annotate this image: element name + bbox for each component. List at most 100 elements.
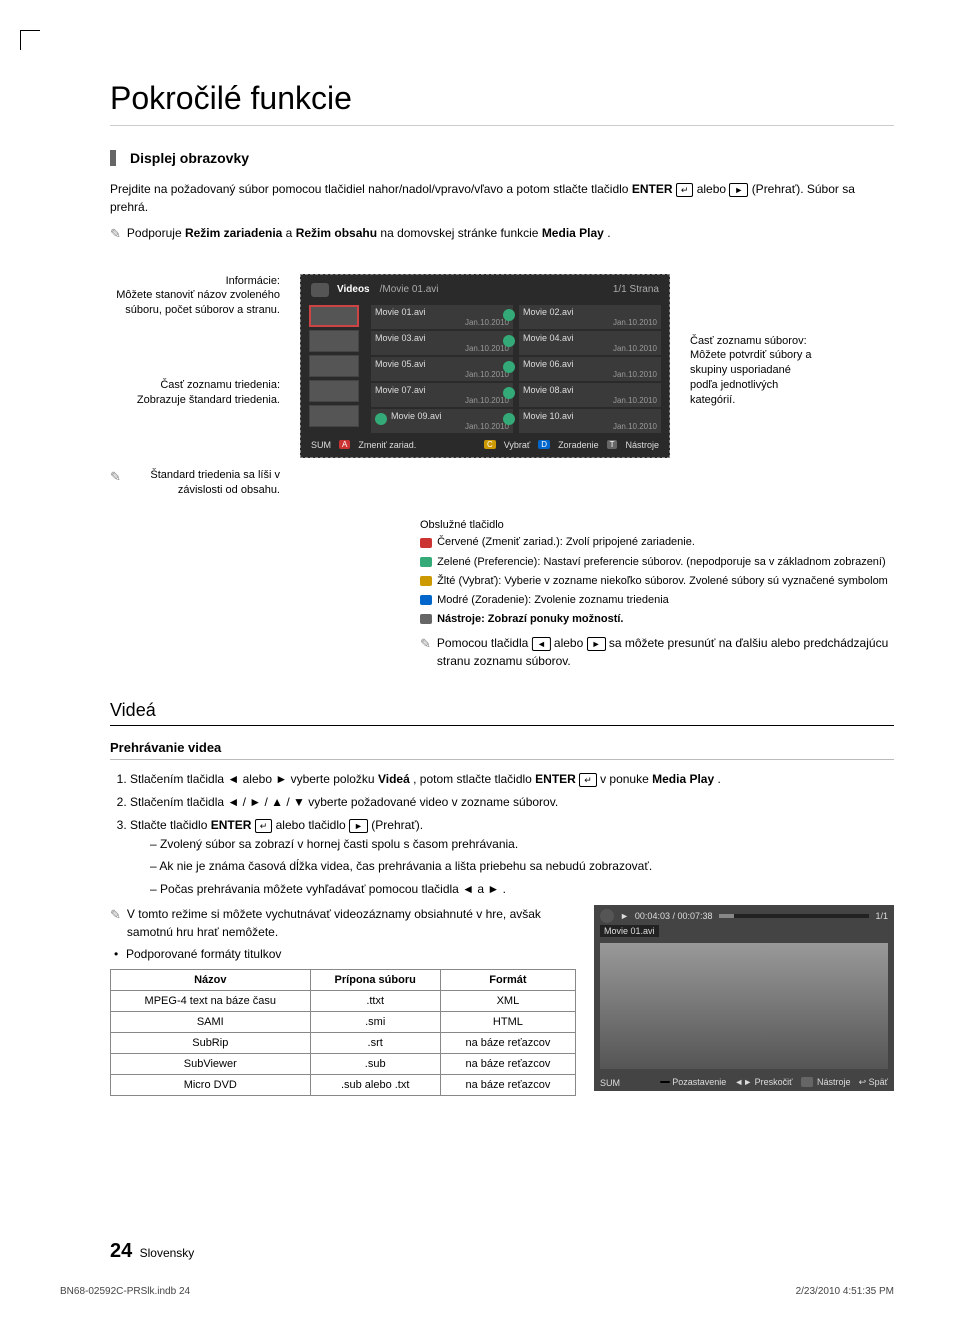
video-player-mock: ► 00:04:03 / 00:07:38 1/1 Movie 01.avi S… bbox=[594, 905, 894, 1091]
list-item: Movie 10.aviJan.10.2010 bbox=[519, 409, 661, 433]
screen-body: Movie 01.aviJan.10.2010 Movie 02.aviJan.… bbox=[305, 301, 665, 437]
screen-mock: Videos /Movie 01.avi 1/1 Strana Movie 01… bbox=[300, 274, 670, 458]
ln-b: alebo bbox=[554, 636, 587, 650]
main-title: Pokročilé funkcie bbox=[110, 80, 894, 117]
table-row: Micro DVD.sub alebo .txtna báze reťazcov bbox=[111, 1074, 576, 1095]
lower-flex: ✎ V tomto režime si môžete vychutnávať v… bbox=[110, 905, 894, 1096]
footer-left: BN68-02592C-PRSlk.indb 24 bbox=[60, 1286, 190, 1297]
dash-1: Zvolený súbor sa zobrazí v hornej časti … bbox=[150, 835, 894, 854]
thumb-strip bbox=[309, 305, 363, 433]
intro-a: Prejdite na požadovaný súbor pomocou tla… bbox=[110, 182, 632, 196]
note-2: ✎ V tomto režime si môžete vychutnávať v… bbox=[110, 905, 576, 941]
legend-yellow: Žlté (Vybrať): Vyberie v zozname niekoľk… bbox=[437, 575, 888, 587]
list-row: Movie 03.aviJan.10.2010 Movie 04.aviJan.… bbox=[371, 331, 661, 355]
play-state-icon: ► bbox=[620, 911, 629, 921]
videa-sub: Prehrávanie videa bbox=[110, 740, 894, 755]
h2-line bbox=[110, 725, 894, 726]
bullet-1: Podporované formáty titulkov bbox=[110, 947, 576, 961]
check-icon bbox=[503, 309, 515, 321]
play-icon bbox=[349, 819, 368, 833]
videa-heading: Videá bbox=[110, 700, 894, 721]
intro-b: alebo bbox=[697, 182, 730, 196]
title-underline bbox=[110, 125, 894, 126]
table-row: SAMI.smiHTML bbox=[111, 1011, 576, 1032]
n1f: Media Play bbox=[542, 226, 604, 240]
section-header: Displej obrazovky bbox=[110, 150, 894, 166]
tool-btn-icon bbox=[420, 614, 432, 624]
n1d: Režim obsahu bbox=[296, 226, 377, 240]
file-list: Movie 01.aviJan.10.2010 Movie 02.aviJan.… bbox=[371, 305, 661, 433]
btn-d: D bbox=[538, 440, 550, 449]
n1b: Režim zariadenia bbox=[185, 226, 282, 240]
dash-3: Počas prehrávania môžete vyhľadávať pomo… bbox=[150, 880, 894, 899]
h3-line bbox=[110, 759, 894, 760]
player-top: ► 00:04:03 / 00:07:38 1/1 bbox=[600, 909, 888, 923]
check-icon bbox=[503, 387, 515, 399]
footer-d: Zoradenie bbox=[558, 440, 599, 450]
list-row: Movie 09.aviJan.10.2010 Movie 10.aviJan.… bbox=[371, 409, 661, 433]
right-arrow: ► bbox=[275, 772, 287, 786]
crop-mark bbox=[20, 30, 40, 50]
list-item: Movie 01.aviJan.10.2010 bbox=[371, 305, 513, 329]
progress-bar bbox=[719, 914, 870, 918]
legend-blue: Modré (Zoradenie): Zvolenie zoznamu trie… bbox=[437, 594, 669, 606]
check-icon bbox=[503, 361, 515, 373]
subtitle-table: Názov Prípona súboru Formát MPEG-4 text … bbox=[110, 969, 576, 1096]
footer-right: 2/23/2010 4:51:35 PM bbox=[796, 1286, 894, 1297]
step-3: Stlačte tlačidlo ENTER alebo tlačidlo (P… bbox=[130, 816, 894, 899]
screen-page: 1/1 Strana bbox=[613, 284, 659, 295]
thumb bbox=[309, 355, 359, 377]
player-page: 1/1 bbox=[875, 911, 888, 921]
footer-a: Zmeniť zariad. bbox=[358, 440, 416, 450]
rew-icon bbox=[532, 637, 551, 651]
step-1: Stlačením tlačidla ◄ alebo ► vyberte pol… bbox=[130, 770, 894, 789]
list-row: Movie 01.aviJan.10.2010 Movie 02.aviJan.… bbox=[371, 305, 661, 329]
list-item: Movie 08.aviJan.10.2010 bbox=[519, 383, 661, 407]
sort-text: Zobrazuje štandard triedenia. bbox=[110, 393, 280, 408]
enter-icon bbox=[579, 773, 597, 787]
n1a: Podporuje bbox=[127, 226, 185, 240]
legend-tools: Nástroje: Zobrazí ponuky možností. bbox=[437, 613, 623, 625]
right-text: Môžete potvrdiť súbory a skupiny usporia… bbox=[690, 348, 820, 407]
screen-title: Videos bbox=[337, 284, 370, 295]
th-ext: Prípona súboru bbox=[310, 969, 440, 990]
play-icon bbox=[729, 183, 748, 197]
left-arrow: ◄ bbox=[227, 772, 239, 786]
screen-path: /Movie 01.avi bbox=[380, 284, 613, 295]
section-title: Displej obrazovky bbox=[130, 150, 249, 166]
player-bottom: Pozastavenie ◄► Preskočiť Nástroje ↩ Spä… bbox=[600, 1077, 888, 1088]
green-btn-icon bbox=[420, 557, 432, 567]
note-icon-3: ✎ bbox=[420, 634, 431, 654]
diagram-left-labels: Informácie: Môžete stanoviť názov zvolen… bbox=[110, 274, 280, 498]
th-name: Názov bbox=[111, 969, 311, 990]
list-item: Movie 06.aviJan.10.2010 bbox=[519, 357, 661, 381]
thumb bbox=[309, 305, 359, 327]
th-fmt: Formát bbox=[440, 969, 575, 990]
enter-icon bbox=[660, 1081, 670, 1083]
footer-t: Nástroje bbox=[625, 440, 659, 450]
list-item: Movie 02.aviJan.10.2010 bbox=[519, 305, 661, 329]
sort-title: Časť zoznamu triedenia: bbox=[110, 378, 280, 393]
blue-btn-icon bbox=[420, 595, 432, 605]
sum-label: SUM bbox=[311, 440, 331, 450]
list-item: Movie 05.aviJan.10.2010 bbox=[371, 357, 513, 381]
thumb bbox=[309, 330, 359, 352]
steps-list: Stlačením tlačidla ◄ alebo ► vyberte pol… bbox=[110, 770, 894, 899]
screen-footer: SUM A Zmeniť zariad. C Vybrať D Zoradeni… bbox=[305, 437, 665, 453]
info-title: Informácie: bbox=[110, 274, 280, 289]
lower-left: ✎ V tomto režime si môžete vychutnávať v… bbox=[110, 905, 576, 1096]
diagram-right-labels: Časť zoznamu súborov: Môžete potvrdiť sú… bbox=[670, 274, 820, 408]
check-icon bbox=[375, 413, 387, 425]
diagram-area: Informácie: Môžete stanoviť názov zvolen… bbox=[110, 274, 894, 498]
n1c: a bbox=[286, 226, 296, 240]
enter-icon bbox=[676, 183, 694, 197]
dash-2: Ak nie je známa časová dĺžka videa, čas … bbox=[150, 857, 894, 876]
footer-c: Vybrať bbox=[504, 440, 531, 450]
player-time: 00:04:03 / 00:07:38 bbox=[635, 911, 713, 921]
list-item: Movie 04.aviJan.10.2010 bbox=[519, 331, 661, 355]
legend-red: Červené (Zmeniť zariad.): Zvolí pripojen… bbox=[437, 536, 695, 548]
ff-icon bbox=[587, 637, 606, 651]
screen-header: Videos /Movie 01.avi 1/1 Strana bbox=[305, 279, 665, 301]
red-btn-icon bbox=[420, 538, 432, 548]
n1e: na domovskej stránke funkcie bbox=[380, 226, 541, 240]
